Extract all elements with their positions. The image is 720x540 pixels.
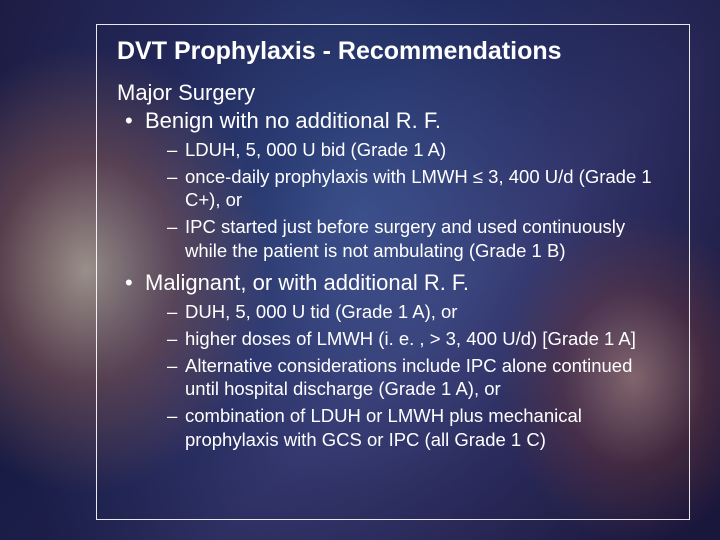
dash-item: IPC started just before surgery and used… bbox=[167, 215, 671, 262]
bullet-list-2: Malignant, or with additional R. F. DUH,… bbox=[117, 270, 671, 451]
dash-item: once-daily prophylaxis with LMWH ≤ 3, 40… bbox=[167, 165, 671, 212]
dash-list-2: DUH, 5, 000 U tid (Grade 1 A), or higher… bbox=[145, 300, 671, 451]
bullet-text: Benign with no additional R. F. bbox=[145, 108, 441, 133]
bullet-item: Malignant, or with additional R. F. DUH,… bbox=[123, 270, 671, 451]
bullet-list-1: Benign with no additional R. F. LDUH, 5,… bbox=[117, 108, 671, 262]
dash-item: Alternative considerations include IPC a… bbox=[167, 354, 671, 401]
slide-title: DVT Prophylaxis - Recommendations bbox=[117, 37, 671, 66]
dash-item: higher doses of LMWH (i. e. , > 3, 400 U… bbox=[167, 327, 671, 351]
dash-item: DUH, 5, 000 U tid (Grade 1 A), or bbox=[167, 300, 671, 324]
bullet-text: Malignant, or with additional R. F. bbox=[145, 270, 469, 295]
section-heading: Major Surgery bbox=[117, 80, 671, 106]
dash-item: combination of LDUH or LMWH plus mechani… bbox=[167, 404, 671, 451]
slide-panel: DVT Prophylaxis - Recommendations Major … bbox=[96, 24, 690, 520]
dash-list-1: LDUH, 5, 000 U bid (Grade 1 A) once-dail… bbox=[145, 138, 671, 262]
bullet-item: Benign with no additional R. F. LDUH, 5,… bbox=[123, 108, 671, 262]
dash-item: LDUH, 5, 000 U bid (Grade 1 A) bbox=[167, 138, 671, 162]
